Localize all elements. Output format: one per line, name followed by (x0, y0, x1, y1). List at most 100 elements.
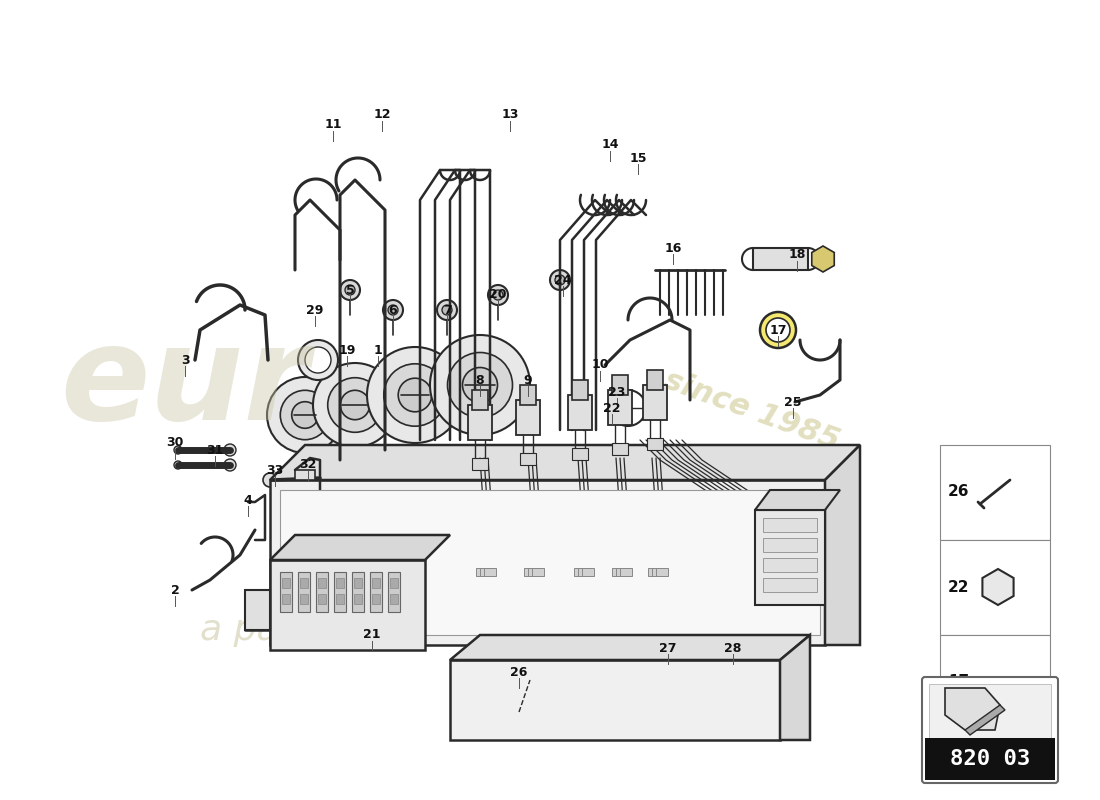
Circle shape (507, 688, 531, 712)
Circle shape (174, 446, 182, 454)
Circle shape (430, 335, 530, 435)
Bar (524, 568, 536, 576)
Text: 27: 27 (659, 642, 676, 654)
Text: 10: 10 (592, 358, 608, 371)
Circle shape (398, 378, 432, 412)
Bar (516, 400, 540, 435)
Text: 33: 33 (266, 463, 284, 477)
Circle shape (383, 300, 403, 320)
Text: 25: 25 (784, 395, 802, 409)
Bar (336, 578, 344, 588)
Bar (282, 578, 290, 588)
Text: 22: 22 (948, 579, 969, 594)
Polygon shape (270, 535, 450, 560)
Bar (763, 578, 817, 592)
Bar (528, 568, 540, 576)
Circle shape (340, 280, 360, 300)
Bar (520, 453, 536, 465)
Circle shape (550, 270, 570, 290)
Bar (280, 490, 820, 635)
Polygon shape (270, 445, 860, 480)
Circle shape (174, 461, 182, 469)
Bar (334, 572, 346, 612)
Bar (318, 594, 326, 604)
Text: 16: 16 (664, 242, 682, 254)
Circle shape (488, 285, 508, 305)
Bar (388, 572, 400, 612)
Polygon shape (945, 688, 1000, 730)
Text: 1: 1 (374, 343, 383, 357)
Polygon shape (450, 635, 810, 660)
Circle shape (280, 390, 330, 440)
Bar (476, 568, 488, 576)
Bar (647, 370, 663, 390)
Bar (245, 590, 270, 630)
Bar (480, 568, 492, 576)
Bar (763, 518, 817, 532)
Text: 12: 12 (373, 109, 390, 122)
Text: 15: 15 (629, 151, 647, 165)
Bar (608, 390, 632, 425)
Circle shape (462, 367, 497, 402)
Circle shape (437, 300, 456, 320)
Circle shape (292, 402, 318, 428)
Bar (648, 568, 660, 576)
Circle shape (986, 670, 1010, 694)
Circle shape (305, 347, 331, 373)
Polygon shape (780, 635, 810, 740)
Bar (612, 375, 628, 395)
Polygon shape (812, 246, 834, 272)
Circle shape (314, 363, 397, 447)
Bar (390, 594, 398, 604)
Bar (280, 572, 292, 612)
Bar (652, 568, 664, 576)
Bar (644, 385, 667, 420)
Bar (354, 594, 362, 604)
Bar (578, 568, 590, 576)
Text: since 1985: since 1985 (660, 366, 844, 456)
Text: 17: 17 (948, 674, 969, 690)
Text: 21: 21 (363, 629, 381, 642)
Circle shape (345, 285, 355, 295)
Circle shape (448, 353, 513, 418)
Bar (472, 458, 488, 470)
Bar (472, 390, 488, 410)
Bar (270, 480, 825, 645)
Circle shape (263, 473, 277, 487)
Text: 3: 3 (180, 354, 189, 366)
Bar (763, 538, 817, 552)
Bar (930, 684, 1050, 742)
Text: 4: 4 (243, 494, 252, 506)
Bar (270, 560, 425, 650)
Circle shape (340, 390, 370, 420)
Bar (468, 405, 492, 440)
Bar (484, 568, 496, 576)
Bar (390, 578, 398, 588)
Bar (282, 594, 290, 604)
Circle shape (978, 662, 1018, 702)
Bar (298, 572, 310, 612)
Bar (532, 568, 544, 576)
Circle shape (384, 364, 447, 426)
Bar (616, 568, 628, 576)
Circle shape (314, 471, 327, 485)
Polygon shape (755, 490, 840, 510)
Bar (352, 572, 364, 612)
Bar (925, 738, 1055, 780)
Text: 26: 26 (948, 485, 969, 499)
Circle shape (442, 305, 452, 315)
Text: 23: 23 (608, 386, 626, 398)
Bar (372, 578, 379, 588)
Bar (370, 572, 382, 612)
Bar (300, 578, 308, 588)
Text: a passion: a passion (200, 613, 372, 647)
Bar (450, 660, 780, 740)
Bar (940, 635, 1050, 730)
Bar (656, 568, 668, 576)
Text: 17: 17 (769, 323, 786, 337)
Bar (520, 385, 536, 405)
Bar (318, 578, 326, 588)
Text: 18: 18 (789, 249, 805, 262)
Polygon shape (825, 445, 860, 645)
Circle shape (493, 290, 503, 300)
